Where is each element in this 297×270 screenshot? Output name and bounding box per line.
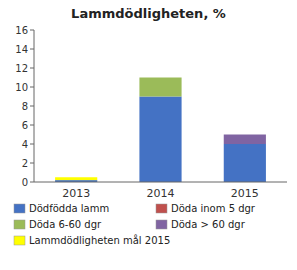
x-axis: 2013 2014 2015 <box>34 182 287 200</box>
y-tick-label: 10 <box>15 82 28 93</box>
legend-swatch <box>14 204 25 213</box>
bar-segment <box>139 97 181 183</box>
legend-label: Dödfödda lamm <box>29 203 109 214</box>
legend-swatch <box>14 220 25 229</box>
y-tick <box>30 163 34 164</box>
y-tick <box>30 182 34 183</box>
legend-swatch <box>14 236 25 245</box>
y-tick-label: 8 <box>22 101 28 112</box>
y-tick <box>30 49 34 50</box>
x-axis-line <box>34 182 287 183</box>
x-tick-label: 2013 <box>62 187 90 200</box>
bars <box>55 78 266 183</box>
y-tick <box>30 125 34 126</box>
bar-segment <box>139 78 181 97</box>
x-tick-label: 2014 <box>147 187 175 200</box>
bar-segment <box>55 177 97 180</box>
x-tick-label: 2015 <box>231 187 259 200</box>
y-tick-label: 6 <box>22 120 28 131</box>
y-axis-line <box>34 30 35 182</box>
title: Lammdödligheten, % <box>71 6 226 21</box>
y-tick <box>30 87 34 88</box>
legend-label: Lammdödligheten mål 2015 <box>29 234 170 246</box>
y-tick-label: 0 <box>22 177 28 188</box>
y-tick-label: 14 <box>15 44 28 55</box>
y-tick <box>30 106 34 107</box>
legend-label: Döda > 60 dgr <box>171 219 246 230</box>
bar-segment <box>224 144 266 182</box>
chart-container: Lammdödligheten, %0246810121416201320142… <box>0 0 297 270</box>
y-tick-label: 16 <box>15 25 28 36</box>
legend-swatch <box>156 220 167 229</box>
legend-swatch <box>156 204 167 213</box>
y-tick <box>30 30 34 31</box>
y-tick <box>30 68 34 69</box>
chart: Lammdödligheten, %0246810121416201320142… <box>0 0 297 270</box>
y-tick-label: 4 <box>22 139 28 150</box>
y-tick <box>30 144 34 145</box>
legend-label: Döda inom 5 dgr <box>171 203 256 214</box>
y-tick-label: 12 <box>15 63 28 74</box>
y-axis: 0 2 4 6 8 10 12 14 16 <box>15 25 34 188</box>
bar-segment <box>224 134 266 135</box>
legend: Dödfödda lamm Döda inom 5 dgr Döda 6-60 dg… <box>14 203 256 246</box>
y-tick-label: 2 <box>22 158 28 169</box>
bar-segment <box>139 77 181 78</box>
bar-segment <box>139 77 181 78</box>
legend-label: Döda 6-60 dgr <box>29 219 102 230</box>
bar-segment <box>224 135 266 145</box>
